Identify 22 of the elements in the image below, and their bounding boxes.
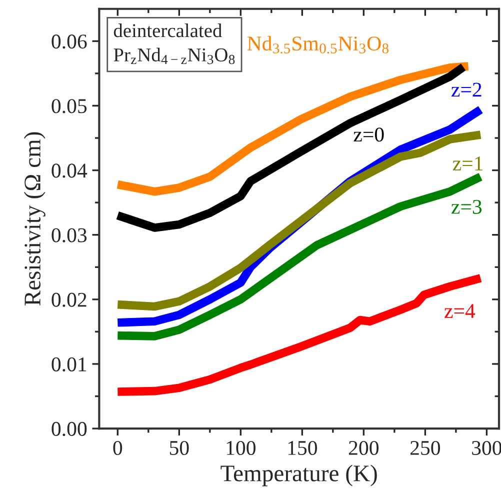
series-label: z=3	[452, 200, 482, 214]
series-label: z=1	[452, 156, 482, 170]
y-tick-label: 0.04	[52, 164, 88, 178]
x-tick-label: 150	[288, 440, 318, 455]
x-axis-title: Temperature (K)	[220, 464, 377, 486]
y-tick-label: 0.01	[52, 357, 86, 372]
series-label: z=2	[452, 82, 482, 97]
y-axis-title: Resistivity (Ω cm)	[24, 132, 46, 306]
y-tick-label: 0.00	[52, 422, 87, 436]
series-label: z=4	[444, 304, 476, 318]
x-tick-label: 50	[170, 440, 189, 455]
text: deintercalated Pr$_{z}$Nd$_{4−z}$Ni$_{3}$O$_{8}$	[114, 24, 235, 64]
y-tick-label: 0.06	[52, 34, 87, 49]
x-tick-label: 100	[226, 440, 256, 455]
series-label: Nd$_{3.5}$Sm$_{0.5}$Ni$_{3}$O$_{8}$	[247, 36, 389, 54]
y-tick-label: 0.03	[52, 228, 87, 242]
x-tick-label: 200	[348, 440, 379, 455]
y-tick-label: 0.02	[52, 292, 86, 307]
x-tick-label: 250	[410, 440, 440, 455]
x-tick-label: 0	[113, 440, 122, 455]
series-label: z=0	[354, 128, 384, 142]
y-tick-label: 0.05	[52, 99, 87, 114]
